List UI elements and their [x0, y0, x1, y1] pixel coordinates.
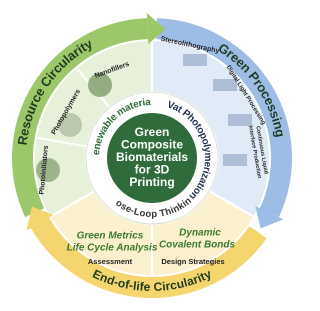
- center-title: Printing: [129, 175, 174, 189]
- illustration: [228, 114, 252, 126]
- design-title: Dynamic: [179, 228, 221, 239]
- assessment-title: Life Cycle Analysis: [67, 243, 158, 254]
- assessment-title: Green Metrics: [77, 231, 144, 242]
- section-label: Assessment: [88, 257, 133, 266]
- illustration: [223, 154, 247, 166]
- design-title: Covalent Bonds: [159, 240, 236, 251]
- section-label: Design Strategies: [161, 257, 224, 266]
- illustration: [183, 54, 207, 66]
